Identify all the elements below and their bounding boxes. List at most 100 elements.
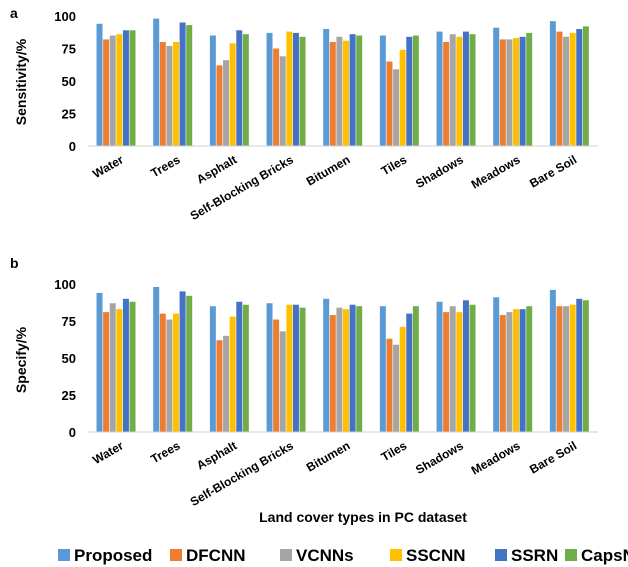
- legend-swatch: [565, 549, 577, 561]
- bar-dfcnn: [499, 315, 506, 432]
- bar-proposed: [266, 32, 273, 146]
- bar-capsnet: [582, 300, 589, 432]
- bar-ssrn: [519, 36, 526, 146]
- bars: [96, 18, 589, 147]
- bar-capsnet: [299, 36, 306, 146]
- bar-ssrn: [292, 304, 299, 432]
- bar-proposed: [266, 303, 273, 432]
- y-tick-label: 100: [54, 277, 76, 292]
- bars: [96, 286, 589, 432]
- bar-sscnn: [229, 43, 236, 146]
- panel-b: b Specify/% 0 25 50 75 100 Water Trees Asphalt…: [10, 255, 598, 525]
- bar-dfcnn: [556, 306, 563, 432]
- legend-swatch: [495, 549, 507, 561]
- bar-capsnet: [469, 304, 476, 432]
- bar-proposed: [493, 27, 500, 147]
- bar-capsnet: [129, 30, 136, 146]
- bar-vcnns: [109, 303, 116, 432]
- bar-ssrn: [519, 309, 526, 432]
- x-category-label: Self-Blocking Bricks: [188, 152, 296, 223]
- bar-sscnn: [569, 304, 576, 432]
- bar-capsnet: [186, 25, 193, 147]
- y-tick-label: 25: [62, 388, 76, 403]
- bar-ssrn: [179, 291, 186, 432]
- bar-sscnn: [399, 49, 406, 146]
- legend-swatch: [170, 549, 182, 561]
- bar-dfcnn: [159, 313, 166, 432]
- bar-dfcnn: [216, 65, 223, 146]
- y-tick-label: 75: [62, 42, 76, 57]
- bar-vcnns: [166, 319, 173, 432]
- bar-proposed: [323, 29, 330, 146]
- x-category-label: Meadows: [469, 438, 523, 477]
- x-category-label: Water: [90, 152, 126, 181]
- bar-dfcnn: [443, 312, 450, 432]
- legend-item: SSCNN: [390, 546, 466, 565]
- bar-dfcnn: [273, 48, 280, 146]
- x-category-label: Bare Soil: [527, 152, 579, 190]
- bar-dfcnn: [329, 315, 336, 432]
- bar-vcnns: [336, 36, 343, 146]
- y-ticks: 0 25 50 75 100: [54, 277, 76, 440]
- bar-vcnns: [223, 335, 230, 432]
- x-category-label: Meadows: [469, 152, 523, 191]
- x-category-label: Trees: [148, 152, 182, 180]
- bar-ssrn: [462, 300, 469, 432]
- panel-a: a Sensitivity/% 0 25 50 75 100 Water Trees Asp…: [10, 5, 598, 223]
- bar-capsnet: [186, 295, 193, 432]
- legend: Proposed DFCNN VCNNs SSCNN SSRN CapsNet: [58, 546, 628, 565]
- bar-vcnns: [506, 39, 513, 146]
- bar-vcnns: [279, 56, 286, 146]
- y-axis-label: Specify/%: [13, 326, 29, 393]
- bar-sscnn: [569, 32, 576, 146]
- bar-ssrn: [122, 30, 129, 146]
- bar-dfcnn: [159, 42, 166, 146]
- x-category-label: Tiles: [379, 152, 410, 178]
- bar-proposed: [153, 18, 160, 147]
- bar-capsnet: [469, 34, 476, 147]
- bar-capsnet: [412, 35, 419, 146]
- bar-proposed: [96, 23, 103, 146]
- bar-ssrn: [349, 304, 356, 432]
- bar-vcnns: [563, 306, 570, 432]
- bar-ssrn: [462, 31, 469, 147]
- y-tick-label: 25: [62, 107, 76, 122]
- bar-sscnn: [286, 31, 293, 147]
- y-tick-label: 0: [69, 425, 76, 440]
- bar-vcnns: [336, 307, 343, 432]
- bar-capsnet: [356, 35, 363, 146]
- bar-sscnn: [116, 34, 123, 147]
- y-ticks: 0 25 50 75 100: [54, 9, 76, 154]
- bar-ssrn: [406, 36, 413, 146]
- bar-sscnn: [456, 312, 463, 432]
- bar-capsnet: [526, 32, 533, 146]
- bar-capsnet: [412, 306, 419, 432]
- legend-item: CapsNet: [565, 546, 628, 565]
- bar-ssrn: [236, 301, 243, 432]
- bar-vcnns: [223, 60, 230, 147]
- bar-proposed: [153, 286, 160, 432]
- bar-vcnns: [166, 45, 173, 146]
- bar-sscnn: [173, 313, 179, 432]
- y-tick-label: 50: [62, 74, 76, 89]
- bar-dfcnn: [329, 42, 336, 146]
- x-category-label: Shadows: [413, 438, 466, 477]
- x-category-label: Bare Soil: [527, 438, 579, 476]
- bar-sscnn: [513, 38, 519, 146]
- bar-ssrn: [292, 32, 299, 146]
- bar-ssrn: [576, 29, 583, 146]
- x-category-label: Bitumen: [304, 152, 353, 188]
- bar-capsnet: [129, 301, 136, 432]
- bar-ssrn: [179, 22, 186, 146]
- bar-sscnn: [343, 309, 349, 432]
- bar-ssrn: [236, 30, 243, 146]
- bar-vcnns: [563, 36, 570, 146]
- bar-dfcnn: [386, 61, 393, 146]
- bar-proposed: [549, 21, 556, 147]
- legend-label: Proposed: [74, 546, 152, 565]
- x-category-label: Trees: [148, 438, 182, 466]
- bar-sscnn: [513, 309, 519, 432]
- bar-capsnet: [356, 306, 363, 432]
